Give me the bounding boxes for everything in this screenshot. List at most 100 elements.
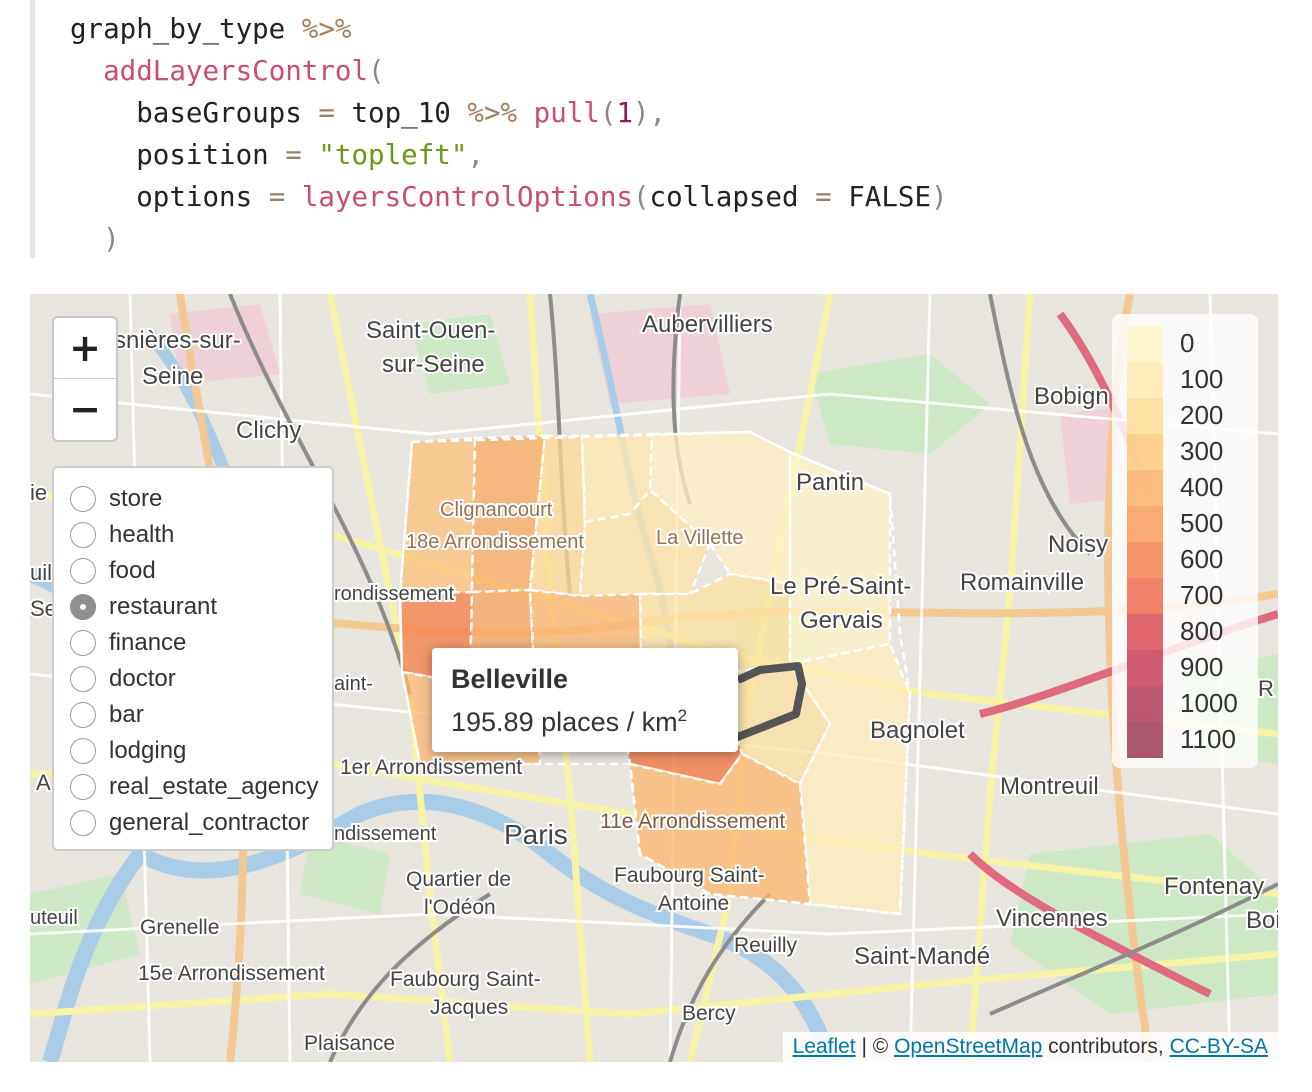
layer-option-finance[interactable]: finance	[70, 625, 332, 661]
radio-icon[interactable]	[70, 486, 96, 512]
place-label: 11e Arrondissement	[600, 810, 785, 833]
place-label: Faubourg Saint-	[614, 864, 765, 887]
legend-swatch	[1127, 506, 1163, 542]
paren: (	[632, 181, 650, 213]
radio-icon[interactable]	[70, 522, 96, 548]
leaflet-map[interactable]: Saint-Ouen- sur-Seine Aubervilliers sniè…	[30, 294, 1278, 1062]
equals: =	[318, 97, 335, 129]
place-label: Vincennes	[996, 905, 1108, 932]
legend-label: 300	[1180, 436, 1224, 466]
layer-label: bar	[109, 701, 144, 728]
pipe-operator: %>%	[301, 13, 352, 45]
place-label: Faubourg Saint-	[390, 968, 541, 991]
attribution-text: contributors,	[1042, 1035, 1170, 1058]
layer-option-doctor[interactable]: doctor	[70, 661, 332, 697]
legend-label: 800	[1180, 616, 1224, 646]
legend-label: 700	[1180, 580, 1224, 610]
leaflet-link[interactable]: Leaflet	[792, 1035, 856, 1058]
place-label: Seine	[142, 363, 203, 390]
layer-option-restaurant[interactable]: restaurant	[70, 589, 332, 625]
place-label: Bercy	[682, 1002, 736, 1025]
place-label: Plaisance	[304, 1032, 395, 1055]
function-addLayersControl: addLayersControl	[103, 55, 369, 87]
pipe-operator: %>%	[467, 97, 518, 129]
legend-swatch	[1127, 434, 1163, 470]
radio-icon[interactable]	[70, 558, 96, 584]
radio-icon[interactable]	[70, 666, 96, 692]
place-label: Fontenay	[1164, 873, 1264, 900]
zoom-out-button[interactable]: −	[54, 378, 116, 439]
legend-swatch	[1127, 470, 1163, 506]
layer-option-lodging[interactable]: lodging	[70, 733, 332, 769]
place-label: 15e Arrondissement	[138, 962, 325, 985]
place-label: Pantin	[796, 469, 864, 496]
map-tiles[interactable]: Saint-Ouen- sur-Seine Aubervilliers sniè…	[30, 294, 1278, 1062]
openstreetmap-link[interactable]: OpenStreetMap	[894, 1035, 1043, 1058]
equals: =	[285, 139, 302, 171]
place-label: R	[1258, 676, 1274, 701]
zoom-in-button[interactable]: +	[69, 326, 101, 370]
place-label: La Villette	[656, 527, 743, 549]
layer-label: lodging	[109, 737, 187, 764]
layer-option-health[interactable]: health	[70, 517, 332, 553]
value-top10: top_10	[351, 97, 451, 129]
legend-swatch	[1127, 542, 1163, 578]
place-label: Montreuil	[1000, 773, 1099, 800]
place-label: aint-	[334, 673, 373, 695]
legend-label: 1000	[1180, 688, 1238, 718]
legend-label: 1100	[1180, 724, 1236, 754]
place-label: uteuil	[30, 907, 78, 929]
layer-option-bar[interactable]: bar	[70, 697, 332, 733]
legend-label: 600	[1180, 544, 1224, 574]
string-topleft: "topleft"	[318, 139, 468, 171]
code-block: graph_by_type %>% addLayersControl( base…	[30, 0, 1285, 258]
layer-label: real_estate_agency	[109, 773, 319, 800]
radio-icon[interactable]	[70, 810, 96, 836]
place-label: 1er Arrondissement	[340, 756, 522, 779]
layer-label: store	[109, 485, 163, 512]
place-label: Bagnolet	[870, 717, 965, 744]
radio-icon[interactable]	[70, 738, 96, 764]
layers-control: store health food restaurant finance doc…	[52, 466, 334, 851]
layer-label: health	[109, 521, 175, 548]
legend-swatch	[1127, 326, 1163, 362]
code-object: graph_by_type	[70, 13, 286, 45]
radio-icon[interactable]	[70, 702, 96, 728]
license-link[interactable]: CC-BY-SA	[1169, 1035, 1268, 1058]
arg-position: position	[136, 139, 269, 171]
layer-option-food[interactable]: food	[70, 553, 332, 589]
place-label: A	[36, 770, 51, 795]
legend-label: 900	[1180, 652, 1224, 682]
popup-value: 195.89 places / km2	[451, 706, 687, 738]
code-text: graph_by_type %>% addLayersControl( base…	[70, 8, 948, 260]
place-label: snières-sur-	[114, 327, 241, 354]
value-false: FALSE	[848, 181, 932, 213]
layer-label: restaurant	[109, 593, 218, 620]
radio-icon[interactable]	[70, 774, 96, 800]
place-label: Bobign	[1034, 383, 1109, 410]
paren: (	[599, 97, 617, 129]
function-pull: pull	[533, 97, 600, 129]
legend-swatch	[1127, 722, 1163, 758]
map-popup: Belleville 195.89 places / km2	[432, 648, 738, 752]
zoom-control: + −	[52, 316, 118, 442]
layer-option-general-contractor[interactable]: general_contractor	[70, 805, 332, 841]
map-legend: 0 100 200 300 400 500 600 700 800 900 1000 1100	[1112, 314, 1258, 768]
place-label: Aubervilliers	[642, 311, 773, 338]
place-label: Antoine	[658, 892, 729, 915]
place-label: Clichy	[236, 417, 301, 444]
legend-label: 100	[1180, 364, 1224, 394]
comma: ,	[467, 139, 484, 171]
legend-swatch	[1127, 686, 1163, 722]
paren: )	[103, 223, 120, 255]
layer-option-real-estate-agency[interactable]: real_estate_agency	[70, 769, 332, 805]
place-label: Noisy	[1048, 531, 1108, 558]
place-label: Gervais	[800, 607, 883, 634]
radio-icon[interactable]	[70, 630, 96, 656]
legend-color-scale	[1127, 326, 1163, 758]
radio-selected-icon[interactable]	[70, 594, 96, 620]
layer-option-store[interactable]: store	[70, 481, 332, 517]
place-label: 18e Arrondissement	[406, 531, 584, 553]
place-label: ndissement	[334, 823, 437, 845]
function-layersControlOptions: layersControlOptions	[301, 181, 633, 213]
